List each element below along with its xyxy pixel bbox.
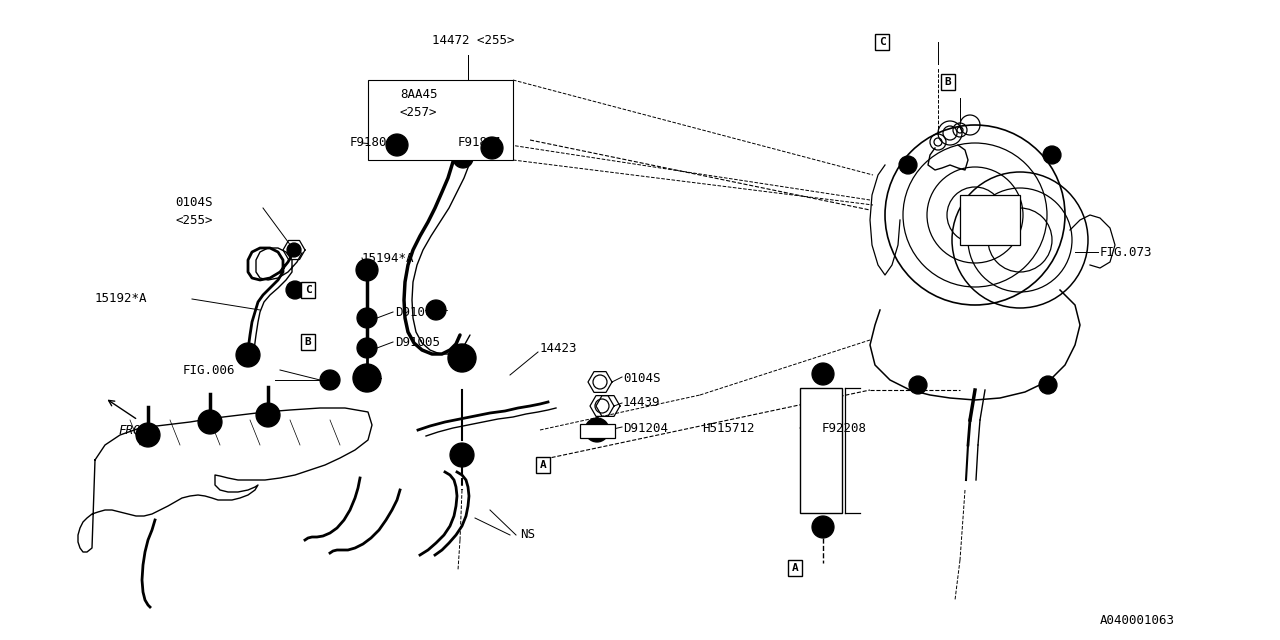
Circle shape xyxy=(448,344,476,372)
Text: NS: NS xyxy=(520,529,535,541)
Text: A: A xyxy=(540,460,547,470)
Text: <257>: <257> xyxy=(399,106,438,120)
Circle shape xyxy=(353,364,381,392)
Text: D91005: D91005 xyxy=(396,305,440,319)
Text: B: B xyxy=(945,77,951,87)
Text: B: B xyxy=(305,337,311,347)
Text: FIG.073: FIG.073 xyxy=(1100,246,1152,259)
Text: FIG.006: FIG.006 xyxy=(183,364,236,376)
Circle shape xyxy=(356,259,378,281)
Circle shape xyxy=(256,403,280,427)
Circle shape xyxy=(285,281,305,299)
Circle shape xyxy=(357,308,378,328)
Circle shape xyxy=(585,418,609,442)
Text: F92208: F92208 xyxy=(822,422,867,435)
Text: 14439: 14439 xyxy=(623,397,660,410)
Circle shape xyxy=(387,134,408,156)
Circle shape xyxy=(453,148,474,168)
Text: 15194*A: 15194*A xyxy=(362,252,415,264)
Circle shape xyxy=(426,300,445,320)
Circle shape xyxy=(136,423,160,447)
Text: <255>: <255> xyxy=(175,214,212,227)
Bar xyxy=(960,195,1020,245)
Polygon shape xyxy=(78,408,372,552)
Text: A040001063: A040001063 xyxy=(1100,614,1175,627)
Circle shape xyxy=(481,137,503,159)
Circle shape xyxy=(357,338,378,358)
Bar xyxy=(580,424,614,438)
Text: D91005: D91005 xyxy=(396,335,440,349)
Circle shape xyxy=(909,376,927,394)
Text: 14423: 14423 xyxy=(540,342,577,355)
Circle shape xyxy=(899,156,916,174)
Text: 15192*A: 15192*A xyxy=(95,292,147,305)
Text: 8AA45: 8AA45 xyxy=(399,88,438,102)
Circle shape xyxy=(812,516,835,538)
Text: 0104S: 0104S xyxy=(623,371,660,385)
Text: C: C xyxy=(878,37,886,47)
Text: 0104S: 0104S xyxy=(175,195,212,209)
Circle shape xyxy=(451,443,474,467)
Circle shape xyxy=(812,363,835,385)
Text: A: A xyxy=(791,563,799,573)
Text: F91801: F91801 xyxy=(349,136,396,150)
Bar xyxy=(800,388,842,513)
Circle shape xyxy=(320,370,340,390)
Text: H515712: H515712 xyxy=(701,422,754,435)
Text: FRONT: FRONT xyxy=(118,424,155,436)
Bar xyxy=(369,80,513,160)
Circle shape xyxy=(1039,376,1057,394)
Circle shape xyxy=(236,343,260,367)
Circle shape xyxy=(198,410,221,434)
Circle shape xyxy=(961,201,989,229)
Text: C: C xyxy=(305,285,311,295)
Text: F91801: F91801 xyxy=(458,136,503,150)
Circle shape xyxy=(1043,146,1061,164)
Circle shape xyxy=(287,243,301,257)
Text: D91204: D91204 xyxy=(623,422,668,435)
Text: 14472 <255>: 14472 <255> xyxy=(433,33,515,47)
